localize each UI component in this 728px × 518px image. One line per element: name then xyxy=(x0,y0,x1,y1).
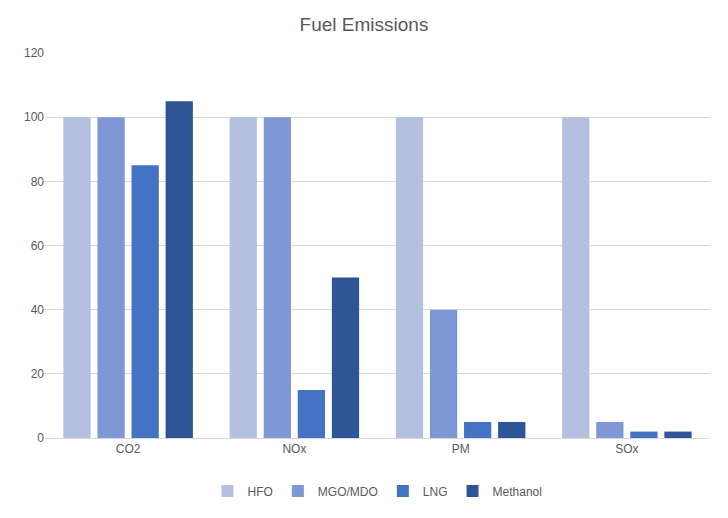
svg-text:0: 0 xyxy=(37,431,44,445)
svg-text:Methanol: Methanol xyxy=(493,485,542,499)
svg-text:CO2: CO2 xyxy=(116,442,141,456)
svg-text:100: 100 xyxy=(24,110,44,124)
svg-text:HFO: HFO xyxy=(248,485,273,499)
svg-text:40: 40 xyxy=(31,303,45,317)
svg-text:60: 60 xyxy=(31,239,45,253)
svg-text:80: 80 xyxy=(31,175,45,189)
svg-text:MGO/MDO: MGO/MDO xyxy=(318,485,378,499)
svg-text:120: 120 xyxy=(24,46,44,60)
svg-text:PM: PM xyxy=(452,442,470,456)
svg-text:SOx: SOx xyxy=(615,442,638,456)
svg-text:LNG: LNG xyxy=(423,485,448,499)
svg-text:NOx: NOx xyxy=(282,442,306,456)
svg-text:Fuel Emissions: Fuel Emissions xyxy=(300,14,429,35)
svg-text:20: 20 xyxy=(31,367,45,381)
